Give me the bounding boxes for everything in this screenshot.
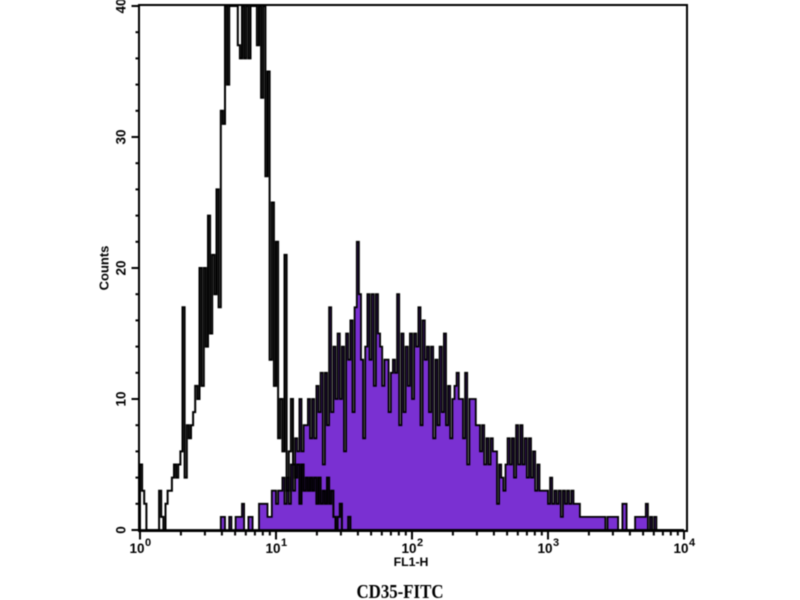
svg-text:10: 10 [401, 541, 416, 556]
svg-text:FL1-H: FL1-H [394, 555, 429, 569]
svg-text:10: 10 [129, 541, 144, 556]
svg-text:40: 40 [114, 0, 129, 14]
svg-text:30: 30 [114, 129, 129, 144]
svg-text:0: 0 [114, 526, 129, 534]
svg-text:2: 2 [417, 537, 423, 549]
svg-text:0: 0 [145, 537, 151, 549]
svg-text:10: 10 [265, 541, 280, 556]
svg-text:3: 3 [553, 537, 559, 549]
svg-text:4: 4 [689, 537, 696, 549]
svg-text:10: 10 [114, 391, 129, 406]
svg-text:1: 1 [281, 537, 287, 549]
svg-text:10: 10 [537, 541, 552, 556]
svg-text:CD35-FITC: CD35-FITC [357, 581, 444, 600]
svg-text:10: 10 [673, 541, 688, 556]
svg-text:20: 20 [114, 260, 129, 275]
svg-text:Counts: Counts [97, 246, 112, 291]
